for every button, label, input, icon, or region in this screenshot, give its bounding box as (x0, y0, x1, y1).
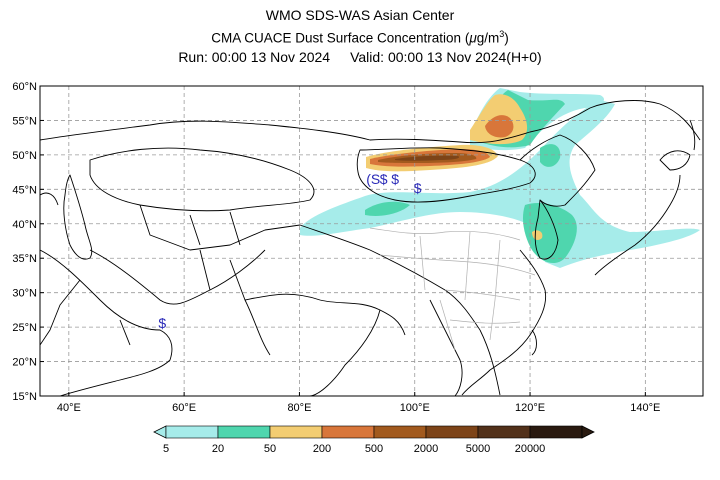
country-borders (40, 100, 701, 396)
valid-time: Valid: 00:00 13 Nov 2024(H+0) (350, 48, 542, 65)
run-valid-line: Run: 00:00 13 Nov 2024 Valid: 00:00 13 No… (0, 48, 720, 67)
lat-label: 45°N (12, 184, 37, 196)
gridlines (40, 86, 703, 396)
dust-field-dark-brown (395, 155, 460, 161)
lon-label: 140°E (630, 402, 660, 414)
colorbar-segment (477, 425, 531, 439)
lon-label: 120°E (515, 402, 545, 414)
unit-exponent: 3 (499, 29, 505, 39)
colorbar-segment (373, 425, 427, 439)
colorbar-segment (217, 425, 271, 439)
lat-label: 20°N (12, 357, 37, 369)
colorbar-label: 500 (365, 443, 383, 455)
station-symbols: (S $ $$$ (158, 171, 421, 331)
colorbar-label: 5 (163, 443, 169, 455)
colorbar-label: 20000 (515, 443, 546, 455)
run-time: Run: 00:00 13 Nov 2024 (178, 48, 331, 65)
lat-label: 15°N (12, 391, 37, 403)
colorbar-segment (425, 425, 479, 439)
unit-text: g/m (476, 30, 500, 46)
station-symbol: $ (414, 180, 422, 196)
colorbar-segment (321, 425, 375, 439)
colorbar-segment (269, 425, 323, 439)
lon-label: 100°E (400, 402, 430, 414)
map-title-block: WMO SDS-WAS Asian Center CMA CUACE Dust … (0, 6, 720, 67)
latitude-labels: 60°N 55°N 50°N 45°N 40°N 35°N 30°N 25°N 20°N 15°N (12, 81, 44, 403)
colorbar-label: 2000 (414, 443, 438, 455)
colorbar-label: 200 (313, 443, 331, 455)
colorbar-label: 50 (264, 443, 276, 455)
lon-label: 80°E (287, 402, 311, 414)
map-subtitle: CMA CUACE Dust Surface Concentration (μg… (0, 25, 720, 48)
station-symbol: $ (391, 171, 399, 187)
colorbar-segment (529, 425, 583, 439)
map-area: (S $ $$$ (40, 86, 703, 396)
longitude-labels: 40°E 60°E 80°E 100°E 120°E 140°E (57, 392, 660, 414)
colorbar-label: 5000 (466, 443, 490, 455)
colorbar-segment (165, 425, 219, 439)
colorbar-extend-low (153, 425, 167, 439)
subtitle-text: CMA CUACE Dust Surface Concentration ( (211, 30, 470, 46)
lon-label: 60°E (172, 402, 196, 414)
colorbar-extend-high (581, 425, 595, 439)
lat-label: 35°N (12, 253, 37, 265)
map-frame (39, 85, 704, 397)
map-title: WMO SDS-WAS Asian Center (265, 7, 455, 23)
station-symbol: $ (158, 315, 166, 331)
colorbar-label: 20 (212, 443, 224, 455)
colorbar: 5 20 50 200 500 2000 5000 20000 (153, 425, 595, 455)
lon-label: 40°E (57, 402, 81, 414)
lat-label: 40°N (12, 219, 37, 231)
lat-label: 30°N (12, 288, 37, 300)
station-symbol: (S (366, 171, 380, 187)
lat-label: 60°N (12, 81, 37, 93)
unit-close: ) (504, 30, 509, 46)
lat-label: 25°N (12, 322, 37, 334)
lat-label: 50°N (12, 150, 37, 162)
station-symbol: $ (380, 171, 388, 187)
lat-label: 55°N (12, 115, 37, 127)
unit-mu: μ (469, 30, 477, 46)
province-borders (369, 227, 536, 351)
